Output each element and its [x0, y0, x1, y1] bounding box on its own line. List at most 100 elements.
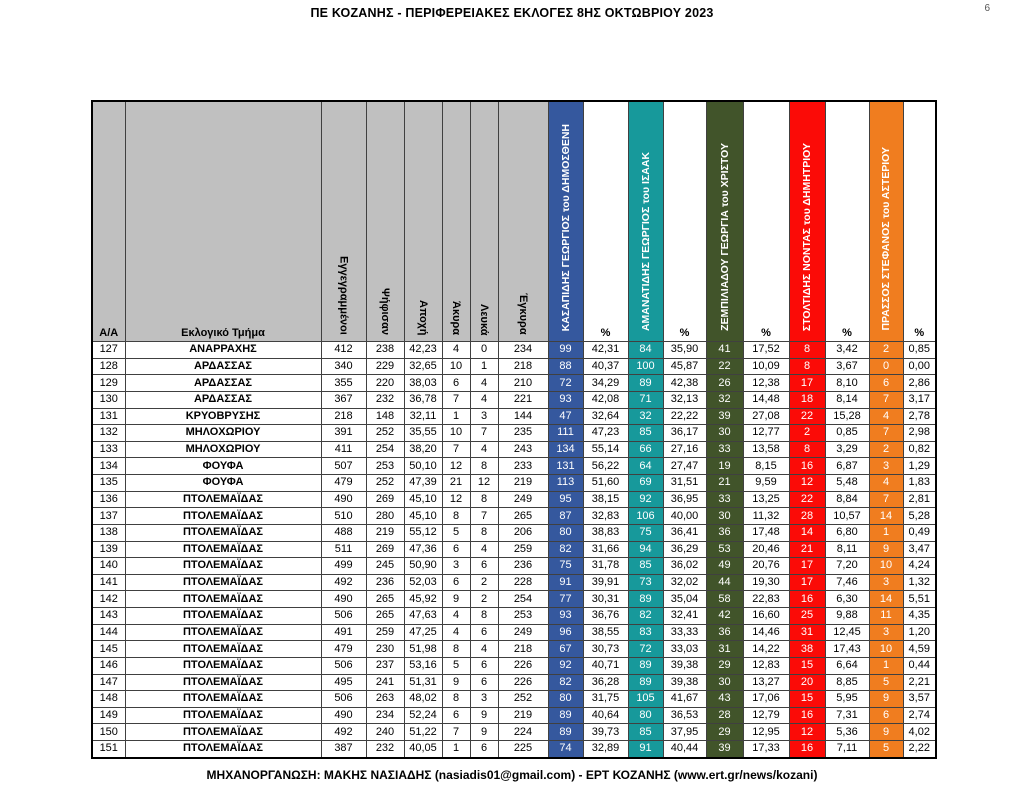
cell-abstention-pct: 47,36	[403, 540, 443, 559]
cell-blank: 6	[469, 739, 499, 759]
cell-blank: 4	[469, 440, 499, 459]
cell-pct-amanatidis: 33,03	[662, 640, 707, 658]
table-row: 128 ΑΡΔΑΣΣΑΣ 340 229 32,65 10 1 218 88 40,37 100 45…	[91, 357, 937, 376]
registered-label: Εγγεγραμμένοι	[337, 256, 350, 335]
footer-credit: ΜΗΧΑΝΟΡΓΑΝΩΣΗ: ΜΑΚΗΣ ΝΑΣΙΑΔΗΣ (nasiadis0…	[206, 768, 818, 782]
cell-pct-stoltidis: 6,30	[824, 590, 870, 608]
cell-registered: 355	[320, 374, 367, 392]
cell-pct-prassos: 1,29	[902, 457, 937, 475]
cell-votes-stoltidis: 12	[788, 474, 826, 492]
cell-invalid: 1	[441, 739, 471, 759]
valid-label: Έγκυρα	[517, 293, 529, 335]
cell-pct-kasapidis: 34,29	[582, 374, 629, 392]
cell-votes-prassos: 10	[868, 640, 904, 658]
col-header-candidate-prassos: ΠΡΑΣΣΟΣ ΣΤΕΦΑΝΟΣ του ΑΣΤΕΡΙΟΥ	[868, 100, 904, 342]
cell-invalid: 6	[441, 706, 471, 725]
cell-pct-stoltidis: 8,11	[824, 540, 870, 559]
table-row: 133 ΜΗΛΟΧΩΡΙΟΥ 411 254 38,20 7 4 243 134 55,14 66 2…	[91, 440, 937, 459]
cell-pct-prassos: 1,20	[902, 623, 937, 642]
cell-votes-amanatidis: 100	[627, 357, 664, 376]
cell-pct-zempiliadou: 17,52	[742, 341, 790, 359]
cell-votes-prassos: 2	[868, 440, 904, 459]
cell-votes-stoltidis: 16	[788, 706, 826, 725]
cell-district: ΠΤΟΛΕΜΑΪΔΑΣ	[124, 656, 322, 675]
cell-voted: 229	[365, 357, 405, 376]
blank-label: Λευκά	[478, 303, 490, 336]
cell-votes-prassos: 5	[868, 739, 904, 759]
cell-abstention-pct: 38,03	[403, 374, 443, 392]
cell-pct-amanatidis: 33,33	[662, 623, 707, 642]
cell-pct-amanatidis: 35,04	[662, 590, 707, 608]
cell-pct-prassos: 2,98	[902, 424, 937, 442]
table-row: 134 ΦΟΥΦΑ 507 253 50,10 12 8 233 131 56,22 64 27,47…	[91, 457, 937, 475]
cell-pct-stoltidis: 8,85	[824, 673, 870, 692]
cell-votes-zempiliadou: 33	[705, 490, 744, 509]
cell-pct-zempiliadou: 14,46	[742, 623, 790, 642]
cell-pct-stoltidis: 6,87	[824, 457, 870, 475]
cell-pct-kasapidis: 30,73	[582, 640, 629, 658]
cell-valid: 249	[497, 623, 549, 642]
cell-pct-kasapidis: 40,37	[582, 357, 629, 376]
cell-registered: 391	[320, 424, 367, 442]
cell-votes-kasapidis: 77	[547, 590, 584, 608]
cell-pct-amanatidis: 36,95	[662, 490, 707, 509]
cell-district: ΦΟΥΦΑ	[124, 457, 322, 475]
cell-abstention-pct: 40,05	[403, 739, 443, 759]
cell-votes-amanatidis: 69	[627, 474, 664, 492]
cell-abstention-pct: 52,03	[403, 573, 443, 592]
cell-registered: 506	[320, 607, 367, 625]
cell-pct-stoltidis: 7,46	[824, 573, 870, 592]
cell-registered: 411	[320, 440, 367, 459]
cell-votes-amanatidis: 64	[627, 457, 664, 475]
table-row: 140 ΠΤΟΛΕΜΑΪΔΑΣ 499 245 50,90 3 6 236 75 31,78 85 3…	[91, 557, 937, 575]
cell-voted: 237	[365, 656, 405, 675]
cell-voted: 238	[365, 341, 405, 359]
cell-pct-zempiliadou: 14,22	[742, 640, 790, 658]
table-row: 142 ΠΤΟΛΕΜΑΪΔΑΣ 490 265 45,92 9 2 254 77 30,31 89 3…	[91, 590, 937, 608]
cell-invalid: 5	[441, 523, 471, 542]
cell-invalid: 7	[441, 440, 471, 459]
cell-voted: 232	[365, 390, 405, 409]
cell-registered: 488	[320, 523, 367, 542]
cell-votes-stoltidis: 21	[788, 540, 826, 559]
cell-invalid: 4	[441, 607, 471, 625]
cell-pct-prassos: 0,44	[902, 656, 937, 675]
cell-blank: 0	[469, 341, 499, 359]
cell-abstention-pct: 45,10	[403, 507, 443, 525]
cell-pct-kasapidis: 36,28	[582, 673, 629, 692]
cell-invalid: 8	[441, 507, 471, 525]
col-header-candidate-amanatidis: ΑΜΑΝΑΤΙΔΗΣ ΓΕΩΡΓΙΟΣ του ΙΣΑΑΚ	[627, 100, 664, 342]
cell-voted: 259	[365, 623, 405, 642]
table-row: 145 ΠΤΟΛΕΜΑΪΔΑΣ 479 230 51,98 8 4 218 67 30,73 72 3…	[91, 640, 937, 658]
col-header-percent: %	[824, 100, 870, 342]
cell-votes-zempiliadou: 30	[705, 673, 744, 692]
cell-pct-prassos: 2,22	[902, 739, 937, 759]
cell-votes-zempiliadou: 58	[705, 590, 744, 608]
cell-votes-stoltidis: 15	[788, 656, 826, 675]
cell-pct-prassos: 0,49	[902, 523, 937, 542]
table-row: 131 ΚΡΥΟΒΡΥΣΗΣ 218 148 32,11 1 3 144 47 32,64 32 22…	[91, 407, 937, 426]
table-row: 149 ΠΤΟΛΕΜΑΪΔΑΣ 490 234 52,24 6 9 219 89 40,64 80 3…	[91, 706, 937, 725]
cell-valid: 210	[497, 374, 549, 392]
cell-district: ΑΡΔΑΣΣΑΣ	[124, 374, 322, 392]
cell-registered: 490	[320, 706, 367, 725]
cell-votes-amanatidis: 75	[627, 523, 664, 542]
cell-votes-prassos: 9	[868, 540, 904, 559]
cell-district: ΠΤΟΛΕΜΑΪΔΑΣ	[124, 607, 322, 625]
cell-blank: 6	[469, 656, 499, 675]
cell-votes-kasapidis: 88	[547, 357, 584, 376]
cell-abstention-pct: 47,25	[403, 623, 443, 642]
cell-aa: 138	[91, 523, 126, 542]
cell-valid: 226	[497, 673, 549, 692]
cell-pct-zempiliadou: 12,95	[742, 723, 790, 741]
table-row: 136 ΠΤΟΛΕΜΑΪΔΑΣ 490 269 45,10 12 8 249 95 38,15 92…	[91, 490, 937, 509]
cell-voted: 254	[365, 440, 405, 459]
cell-pct-zempiliadou: 13,25	[742, 490, 790, 509]
cell-aa: 149	[91, 706, 126, 725]
cell-pct-kasapidis: 38,55	[582, 623, 629, 642]
cell-aa: 130	[91, 390, 126, 409]
cell-votes-zempiliadou: 29	[705, 723, 744, 741]
cell-pct-amanatidis: 31,51	[662, 474, 707, 492]
cell-blank: 8	[469, 457, 499, 475]
header-row: Α/Α Εκλογικό Τμήμα Εγγεγραμμένοι Ψήφισαν…	[91, 100, 937, 342]
